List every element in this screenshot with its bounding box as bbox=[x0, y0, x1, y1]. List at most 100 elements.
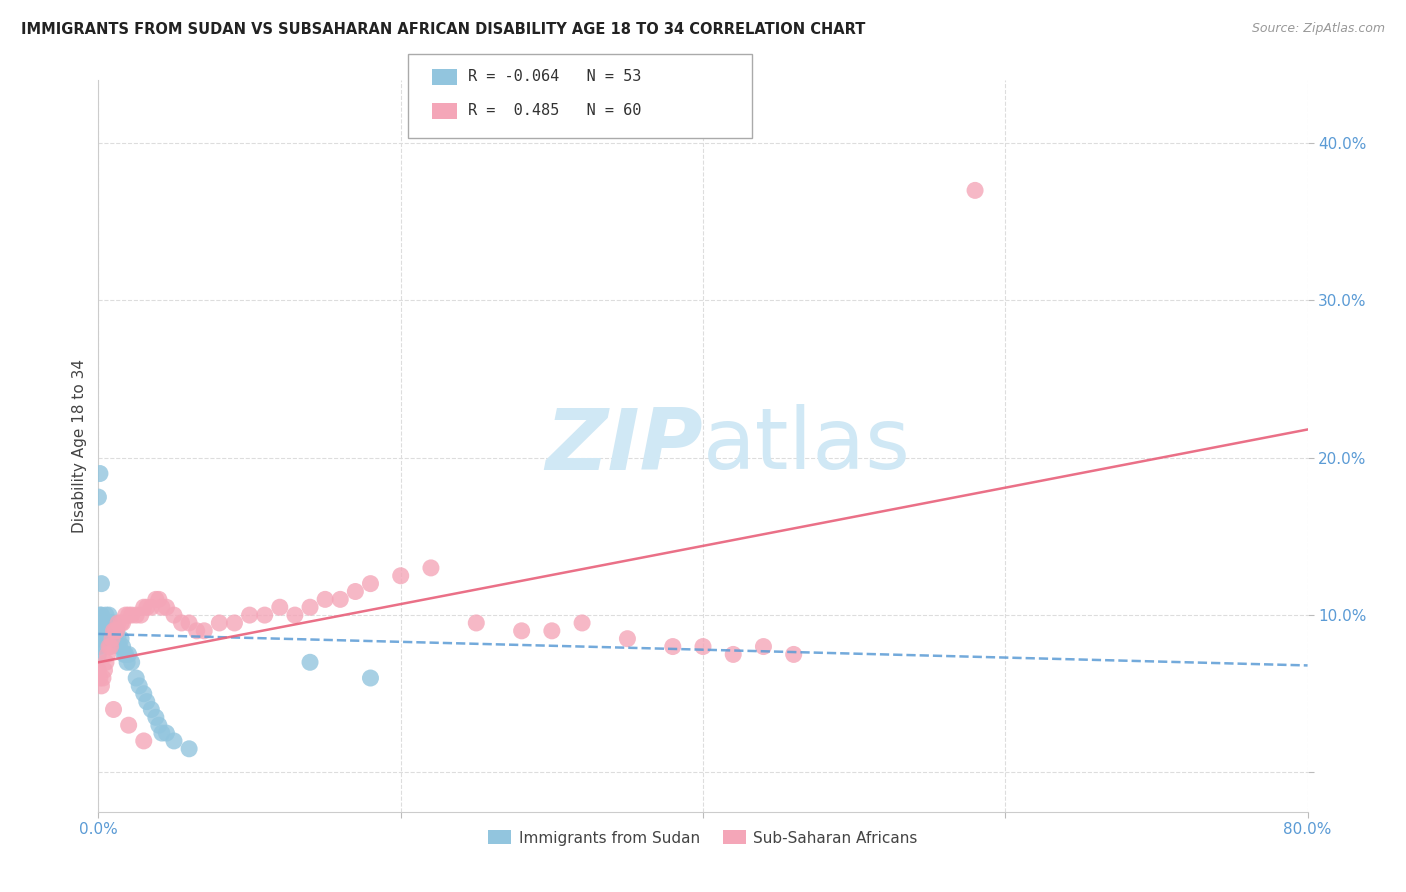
Point bbox=[87, 490, 110, 504]
Point bbox=[98, 608, 121, 623]
Y-axis label: Disability Age 18 to 34: Disability Age 18 to 34 bbox=[72, 359, 87, 533]
Point bbox=[91, 671, 114, 685]
Point bbox=[103, 702, 125, 716]
Point bbox=[145, 592, 167, 607]
Point bbox=[783, 648, 806, 662]
Point bbox=[155, 600, 177, 615]
Text: R = -0.064   N = 53: R = -0.064 N = 53 bbox=[468, 70, 641, 84]
Point bbox=[91, 624, 114, 638]
Point bbox=[299, 655, 322, 669]
Point bbox=[661, 640, 683, 654]
Point bbox=[239, 608, 262, 623]
Point bbox=[108, 640, 131, 654]
Point bbox=[329, 592, 352, 607]
Point bbox=[135, 600, 157, 615]
Point bbox=[132, 734, 155, 748]
Point bbox=[103, 624, 125, 638]
Point bbox=[132, 600, 155, 615]
Point bbox=[129, 608, 152, 623]
Point bbox=[93, 632, 115, 646]
Point bbox=[179, 741, 201, 756]
Point bbox=[314, 592, 336, 607]
Point bbox=[723, 648, 745, 662]
Point bbox=[87, 632, 110, 646]
Point bbox=[360, 671, 382, 685]
Point bbox=[94, 655, 117, 669]
Point bbox=[121, 655, 143, 669]
Point bbox=[90, 576, 112, 591]
Point bbox=[965, 183, 987, 197]
Point bbox=[89, 467, 111, 481]
Point bbox=[692, 640, 714, 654]
Point bbox=[121, 608, 143, 623]
Point bbox=[93, 615, 115, 630]
Point bbox=[101, 632, 124, 646]
Point bbox=[94, 608, 117, 623]
Point bbox=[101, 632, 124, 646]
Point bbox=[104, 632, 127, 646]
Point bbox=[389, 568, 412, 582]
Text: atlas: atlas bbox=[703, 404, 911, 488]
Point bbox=[118, 608, 141, 623]
Point bbox=[91, 615, 114, 630]
Point bbox=[87, 624, 110, 638]
Point bbox=[114, 608, 136, 623]
Point bbox=[89, 615, 111, 630]
Point bbox=[111, 640, 134, 654]
Point bbox=[105, 624, 128, 638]
Point bbox=[90, 679, 112, 693]
Point bbox=[344, 584, 367, 599]
Point bbox=[118, 648, 141, 662]
Point bbox=[98, 640, 121, 654]
Point bbox=[253, 608, 276, 623]
Point bbox=[145, 710, 167, 724]
Point bbox=[420, 561, 443, 575]
Point bbox=[193, 624, 215, 638]
Point bbox=[128, 679, 150, 693]
Point bbox=[179, 615, 201, 630]
Point bbox=[98, 615, 121, 630]
Point bbox=[510, 624, 533, 638]
Point bbox=[89, 608, 111, 623]
Point bbox=[87, 615, 110, 630]
Point bbox=[186, 624, 208, 638]
Point bbox=[96, 648, 118, 662]
Point bbox=[87, 648, 110, 662]
Point bbox=[118, 718, 141, 732]
Point bbox=[125, 608, 148, 623]
Point bbox=[90, 632, 112, 646]
Point bbox=[96, 615, 118, 630]
Point bbox=[150, 726, 173, 740]
Point bbox=[107, 632, 129, 646]
Text: ZIP: ZIP bbox=[546, 404, 703, 488]
Point bbox=[616, 632, 638, 646]
Point bbox=[163, 608, 186, 623]
Legend: Immigrants from Sudan, Sub-Saharan Africans: Immigrants from Sudan, Sub-Saharan Afric… bbox=[482, 824, 924, 852]
Point bbox=[148, 592, 170, 607]
Point bbox=[132, 687, 155, 701]
Point bbox=[100, 615, 122, 630]
Point bbox=[155, 726, 177, 740]
Point bbox=[94, 615, 117, 630]
Point bbox=[571, 615, 593, 630]
Point bbox=[103, 624, 125, 638]
Point bbox=[224, 615, 246, 630]
Text: R =  0.485   N = 60: R = 0.485 N = 60 bbox=[468, 103, 641, 118]
Point bbox=[360, 576, 382, 591]
Point bbox=[269, 600, 291, 615]
Point bbox=[104, 624, 127, 638]
Text: Source: ZipAtlas.com: Source: ZipAtlas.com bbox=[1251, 22, 1385, 36]
Point bbox=[110, 632, 132, 646]
Point bbox=[752, 640, 775, 654]
Point bbox=[284, 608, 307, 623]
Point bbox=[90, 608, 112, 623]
Point bbox=[96, 624, 118, 638]
Point bbox=[89, 624, 111, 638]
Point bbox=[299, 600, 322, 615]
Point bbox=[115, 655, 138, 669]
Point bbox=[110, 615, 132, 630]
Point bbox=[170, 615, 193, 630]
Point bbox=[148, 718, 170, 732]
Point bbox=[163, 734, 186, 748]
Point bbox=[141, 702, 163, 716]
